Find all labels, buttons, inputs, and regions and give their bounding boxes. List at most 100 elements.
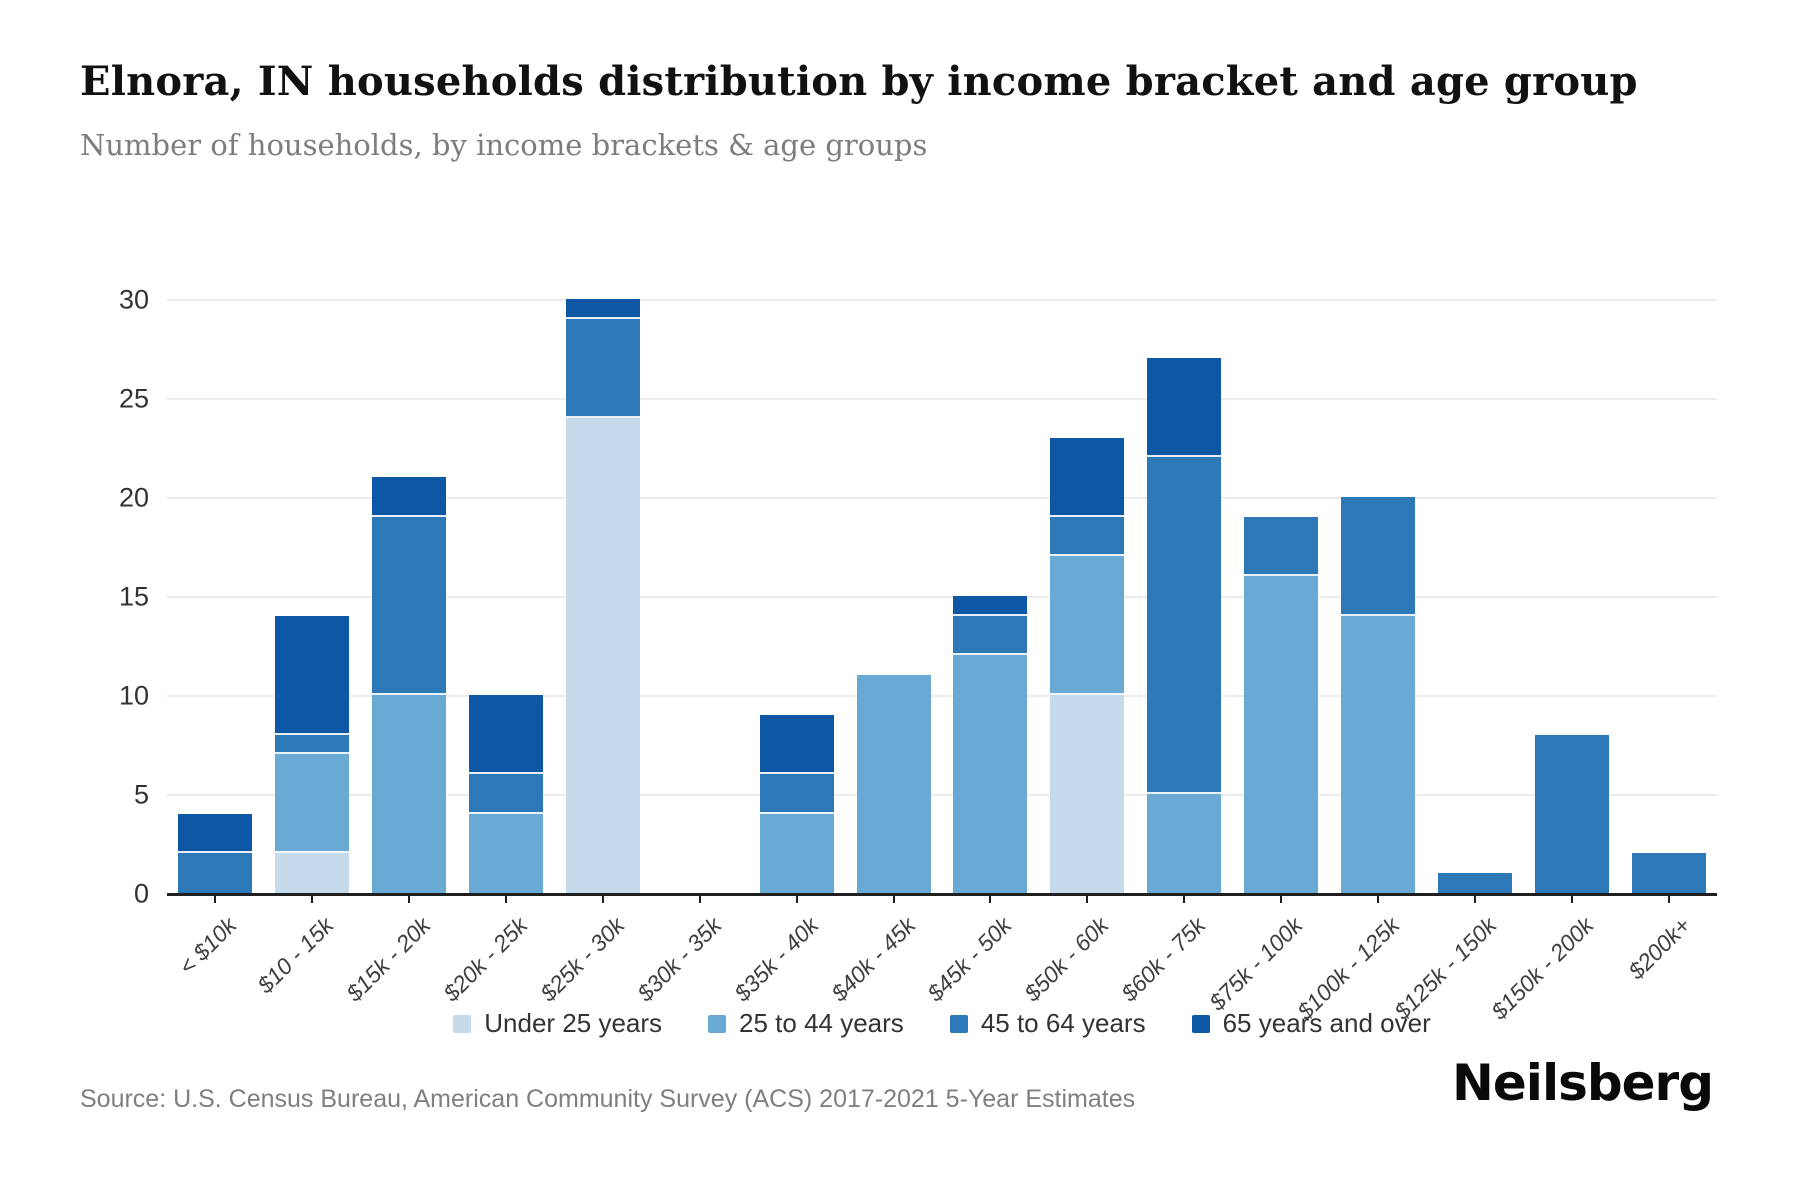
bar-segment[interactable] (1340, 497, 1415, 616)
stacked-bar-6 (759, 714, 834, 893)
chart-title: Elnora, IN households distribution by in… (80, 58, 1638, 105)
x-tick-mark (795, 896, 798, 903)
gridline-30 (167, 299, 1717, 301)
bar-slot-1 (264, 299, 361, 893)
gridline-25 (167, 398, 1717, 400)
x-tick-mark (698, 896, 701, 903)
bar-segment[interactable] (1534, 734, 1609, 893)
bar-segment[interactable] (759, 813, 834, 893)
bar-segment[interactable] (1050, 556, 1125, 695)
x-tick-mark (505, 896, 508, 903)
bar-segment[interactable] (1147, 794, 1222, 893)
stacked-bar-9 (1050, 437, 1125, 893)
bar-segment[interactable] (469, 813, 544, 893)
x-tick-mark (311, 896, 314, 903)
gridline-5 (167, 794, 1717, 796)
bar-segment[interactable] (372, 695, 447, 893)
x-tick-mark (1183, 896, 1186, 903)
x-tick-mark (601, 896, 604, 903)
bar-segment[interactable] (1244, 516, 1319, 577)
bar-segment[interactable] (953, 655, 1028, 893)
bar-segment[interactable] (953, 596, 1028, 616)
bar-segment[interactable] (953, 615, 1028, 656)
stacked-bar-11 (1244, 516, 1319, 893)
chart-subtitle: Number of households, by income brackets… (80, 128, 928, 162)
bar-segment[interactable] (759, 714, 834, 775)
bar-slot-6 (748, 299, 845, 893)
bar-segment[interactable] (1437, 873, 1512, 893)
bars-layer (167, 299, 1717, 893)
bar-slot-8 (942, 299, 1039, 893)
x-tick-mark (408, 896, 411, 903)
plot-area: 0 5 10 15 20 25 30 < $10k $10 - 15k $15k - 20k $2… (119, 285, 1717, 1024)
y-tick-label-15: 15 (118, 581, 149, 612)
bar-slot-0 (167, 299, 264, 893)
bar-segment[interactable] (759, 774, 834, 814)
y-tick-label-25: 25 (118, 383, 149, 414)
legend-item-0[interactable]: Under 25 years (453, 1008, 662, 1039)
legend-swatch-icon (1191, 1014, 1210, 1033)
bar-segment[interactable] (275, 615, 350, 735)
stacked-bar-12 (1340, 497, 1415, 893)
y-tick-label-20: 20 (118, 482, 149, 513)
x-tick-mark (1570, 896, 1573, 903)
bar-segment[interactable] (565, 299, 640, 319)
bar-slot-11 (1233, 299, 1330, 893)
bar-segment[interactable] (275, 734, 350, 755)
y-tick-label-10: 10 (118, 680, 149, 711)
chart-legend: Under 25 years 25 to 44 years 45 to 64 yea… (167, 1008, 1717, 1039)
bar-segment[interactable] (275, 754, 350, 854)
x-tick-mark (1473, 896, 1476, 903)
stacked-bar-2 (372, 477, 447, 893)
x-tick-mark (1280, 896, 1283, 903)
stacked-bar-0 (178, 813, 253, 893)
y-tick-label-0: 0 (133, 878, 149, 909)
bar-slot-15 (1620, 299, 1717, 893)
stacked-bar-3 (469, 695, 544, 893)
bar-segment[interactable] (1147, 358, 1222, 458)
y-tick-label-5: 5 (133, 779, 149, 810)
stacked-bar-4 (565, 299, 640, 893)
bar-segment[interactable] (1050, 695, 1125, 893)
bar-segment[interactable] (1340, 615, 1415, 893)
bar-segment[interactable] (275, 853, 350, 893)
y-tick-label-30: 30 (118, 284, 149, 315)
x-tick-mark (1086, 896, 1089, 903)
gridline-20 (167, 497, 1717, 499)
bar-segment[interactable] (1050, 437, 1125, 517)
bar-segment[interactable] (1244, 576, 1319, 893)
stacked-bar-13 (1437, 873, 1512, 893)
bar-segment[interactable] (856, 675, 931, 893)
bar-segment[interactable] (1631, 853, 1706, 893)
bar-segment[interactable] (372, 477, 447, 517)
bar-slot-5 (651, 299, 748, 893)
gridline-15 (167, 596, 1717, 598)
legend-swatch-icon (949, 1014, 968, 1033)
legend-item-2[interactable]: 45 to 64 years (949, 1008, 1146, 1039)
bar-segment[interactable] (1147, 457, 1222, 794)
bar-segment[interactable] (565, 417, 640, 893)
bar-segment[interactable] (565, 318, 640, 418)
x-tick-mark (892, 896, 895, 903)
bar-slot-4 (555, 299, 652, 893)
bar-segment[interactable] (1050, 516, 1125, 557)
legend-swatch-icon (453, 1014, 472, 1033)
legend-label: 45 to 64 years (980, 1008, 1146, 1038)
stacked-bar-7 (856, 675, 931, 893)
bar-slot-3 (458, 299, 555, 893)
legend-swatch-icon (708, 1014, 727, 1033)
legend-label: Under 25 years (484, 1008, 663, 1038)
bar-slot-7 (845, 299, 942, 893)
x-tick-mark (1376, 896, 1379, 903)
legend-label: 25 to 44 years (739, 1008, 904, 1038)
bar-segment[interactable] (469, 774, 544, 814)
bar-segment[interactable] (178, 853, 253, 893)
bar-segment[interactable] (469, 695, 544, 775)
bar-segment[interactable] (178, 813, 253, 854)
bar-segment[interactable] (372, 516, 447, 695)
stacked-bar-8 (953, 596, 1028, 893)
legend-item-3[interactable]: 65 years and over (1191, 1008, 1431, 1039)
stacked-bar-14 (1534, 734, 1609, 893)
legend-item-1[interactable]: 25 to 44 years (708, 1008, 904, 1039)
x-tick-mark (214, 896, 217, 903)
